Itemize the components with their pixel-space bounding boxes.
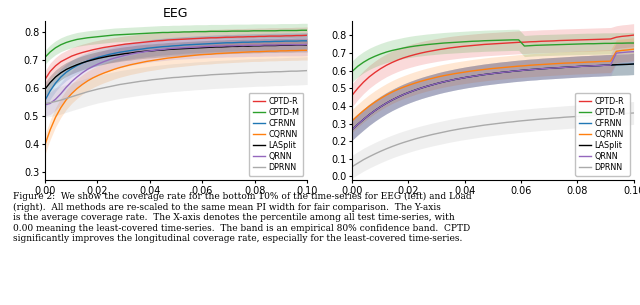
- Text: Figure 2:  We show the coverage rate for the bottom 10% of the time-series for E: Figure 2: We show the coverage rate for …: [13, 192, 472, 243]
- Title: EEG: EEG: [163, 7, 189, 20]
- Legend: CPTD-R, CPTD-M, CFRNN, CQRNN, LASplit, QRNN, DPRNN: CPTD-R, CPTD-M, CFRNN, CQRNN, LASplit, Q…: [249, 93, 303, 176]
- Legend: CPTD-R, CPTD-M, CFRNN, CQRNN, LASplit, QRNN, DPRNN: CPTD-R, CPTD-M, CFRNN, CQRNN, LASplit, Q…: [575, 93, 630, 176]
